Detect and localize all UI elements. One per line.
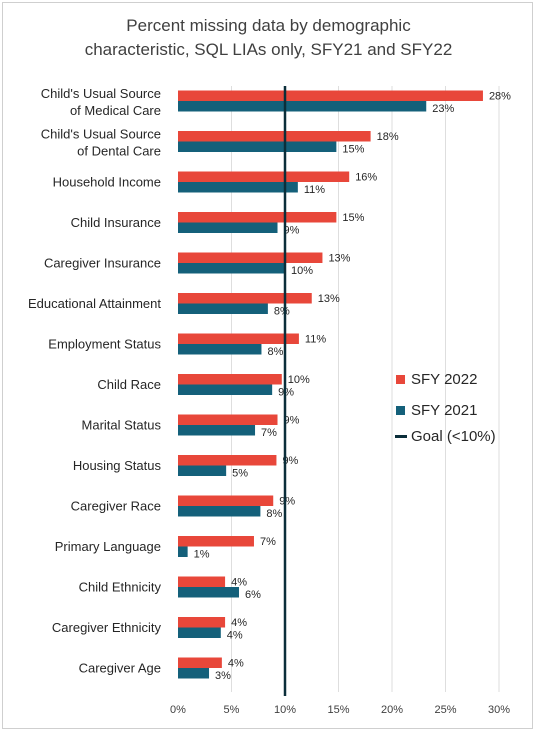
bar-sfy2022	[178, 293, 312, 304]
bar-sfy2022	[178, 374, 282, 385]
data-label-sfy2021: 8%	[266, 508, 282, 520]
data-label-sfy2022: 4%	[231, 577, 247, 589]
bar-sfy2022	[178, 333, 299, 344]
category-label: Employment Status	[48, 337, 161, 352]
data-label-sfy2022: 9%	[279, 496, 295, 508]
bar-sfy2022	[178, 657, 222, 668]
data-label-sfy2021: 8%	[274, 306, 290, 318]
bar-sfy2021	[178, 384, 273, 395]
data-label-sfy2021: 8%	[267, 346, 283, 358]
category-label: Caregiver Age	[79, 661, 161, 676]
legend-goal: Goal (<10%)	[411, 428, 496, 445]
category-label: Child's Usual Source of Medical Care	[41, 86, 161, 118]
data-label-sfy2022: 15%	[342, 212, 364, 224]
bar-sfy2022	[178, 536, 254, 547]
bar-sfy2022	[178, 252, 323, 263]
data-label-sfy2022: 11%	[305, 334, 326, 346]
data-label-sfy2021: 11%	[304, 184, 325, 196]
category-label: Child's Usual Source of Dental Care	[41, 127, 161, 159]
category-label: Primary Language	[55, 539, 161, 554]
data-label-sfy2022: 9%	[284, 415, 300, 427]
legend-sfy2022: SFY 2022	[411, 371, 477, 388]
category-label: Child Ethnicity	[79, 580, 162, 595]
data-label-sfy2022: 4%	[231, 617, 247, 629]
x-tick-label: 20%	[381, 704, 403, 716]
data-label-sfy2021: 4%	[227, 630, 243, 642]
data-label-sfy2022: 18%	[377, 131, 399, 143]
data-label-sfy2021: 1%	[194, 549, 210, 561]
legend-swatch-sfy2022	[396, 375, 405, 384]
data-label-sfy2021: 9%	[284, 225, 300, 237]
data-label-sfy2022: 28%	[489, 91, 511, 103]
legend-swatch-sfy2021	[396, 406, 405, 415]
legend-sfy2021: SFY 2021	[411, 402, 477, 419]
data-label-sfy2021: 10%	[291, 265, 313, 277]
bar-sfy2022	[178, 90, 483, 101]
data-label-sfy2022: 13%	[318, 293, 340, 305]
category-label: Caregiver Ethnicity	[52, 620, 162, 635]
bar-sfy2021	[178, 627, 221, 638]
data-label-sfy2021: 7%	[261, 427, 277, 439]
category-label: Child Race	[97, 377, 161, 392]
data-label-sfy2021: 6%	[245, 589, 261, 601]
data-label-sfy2022: 9%	[282, 455, 298, 467]
bar-sfy2021	[178, 465, 227, 476]
data-label-sfy2021: 5%	[232, 468, 248, 480]
data-label-sfy2022: 16%	[355, 172, 377, 184]
bar-sfy2021	[178, 587, 239, 598]
bar-sfy2021	[178, 506, 261, 517]
x-tick-label: 30%	[488, 704, 510, 716]
bar-sfy2022	[178, 414, 278, 425]
bar-sfy2021	[178, 263, 285, 274]
bar-sfy2022	[178, 212, 337, 223]
bar-sfy2022	[178, 171, 350, 182]
category-label: Child Insurance	[71, 215, 161, 230]
x-tick-label: 10%	[274, 704, 296, 716]
data-label-sfy2021: 15%	[342, 144, 364, 156]
x-tick-label: 25%	[434, 704, 456, 716]
data-label-sfy2022: 4%	[228, 658, 244, 670]
category-label: Caregiver Insurance	[44, 256, 161, 271]
bar-sfy2022	[178, 455, 277, 466]
bar-sfy2021	[178, 303, 268, 314]
bar-sfy2022	[178, 617, 226, 628]
category-label: Household Income	[53, 175, 161, 190]
bar-sfy2022	[178, 495, 274, 506]
data-label-sfy2022: 13%	[328, 253, 350, 265]
bar-sfy2022	[178, 576, 226, 587]
bar-sfy2021	[178, 141, 337, 152]
x-tick-label: 5%	[224, 704, 240, 716]
x-tick-label: 15%	[327, 704, 349, 716]
data-label-sfy2021: 3%	[215, 670, 231, 682]
data-label-sfy2022: 10%	[288, 374, 310, 386]
bar-sfy2022	[178, 131, 371, 142]
bar-sfy2021	[178, 101, 427, 112]
bar-sfy2021	[178, 546, 188, 557]
bar-sfy2021	[178, 425, 256, 436]
data-label-sfy2021: 23%	[432, 103, 454, 115]
x-tick-label: 0%	[170, 704, 186, 716]
bar-sfy2021	[178, 222, 278, 233]
bar-sfy2021	[178, 182, 298, 193]
bar-sfy2021	[178, 344, 262, 355]
chart-title: Percent missing data by demographic char…	[84, 16, 453, 59]
category-label: Marital Status	[82, 418, 162, 433]
category-label: Caregiver Race	[71, 499, 161, 514]
category-label: Housing Status	[73, 458, 162, 473]
bar-sfy2021	[178, 668, 210, 679]
category-label: Educational Attainment	[28, 296, 161, 311]
data-label-sfy2022: 7%	[260, 536, 276, 548]
